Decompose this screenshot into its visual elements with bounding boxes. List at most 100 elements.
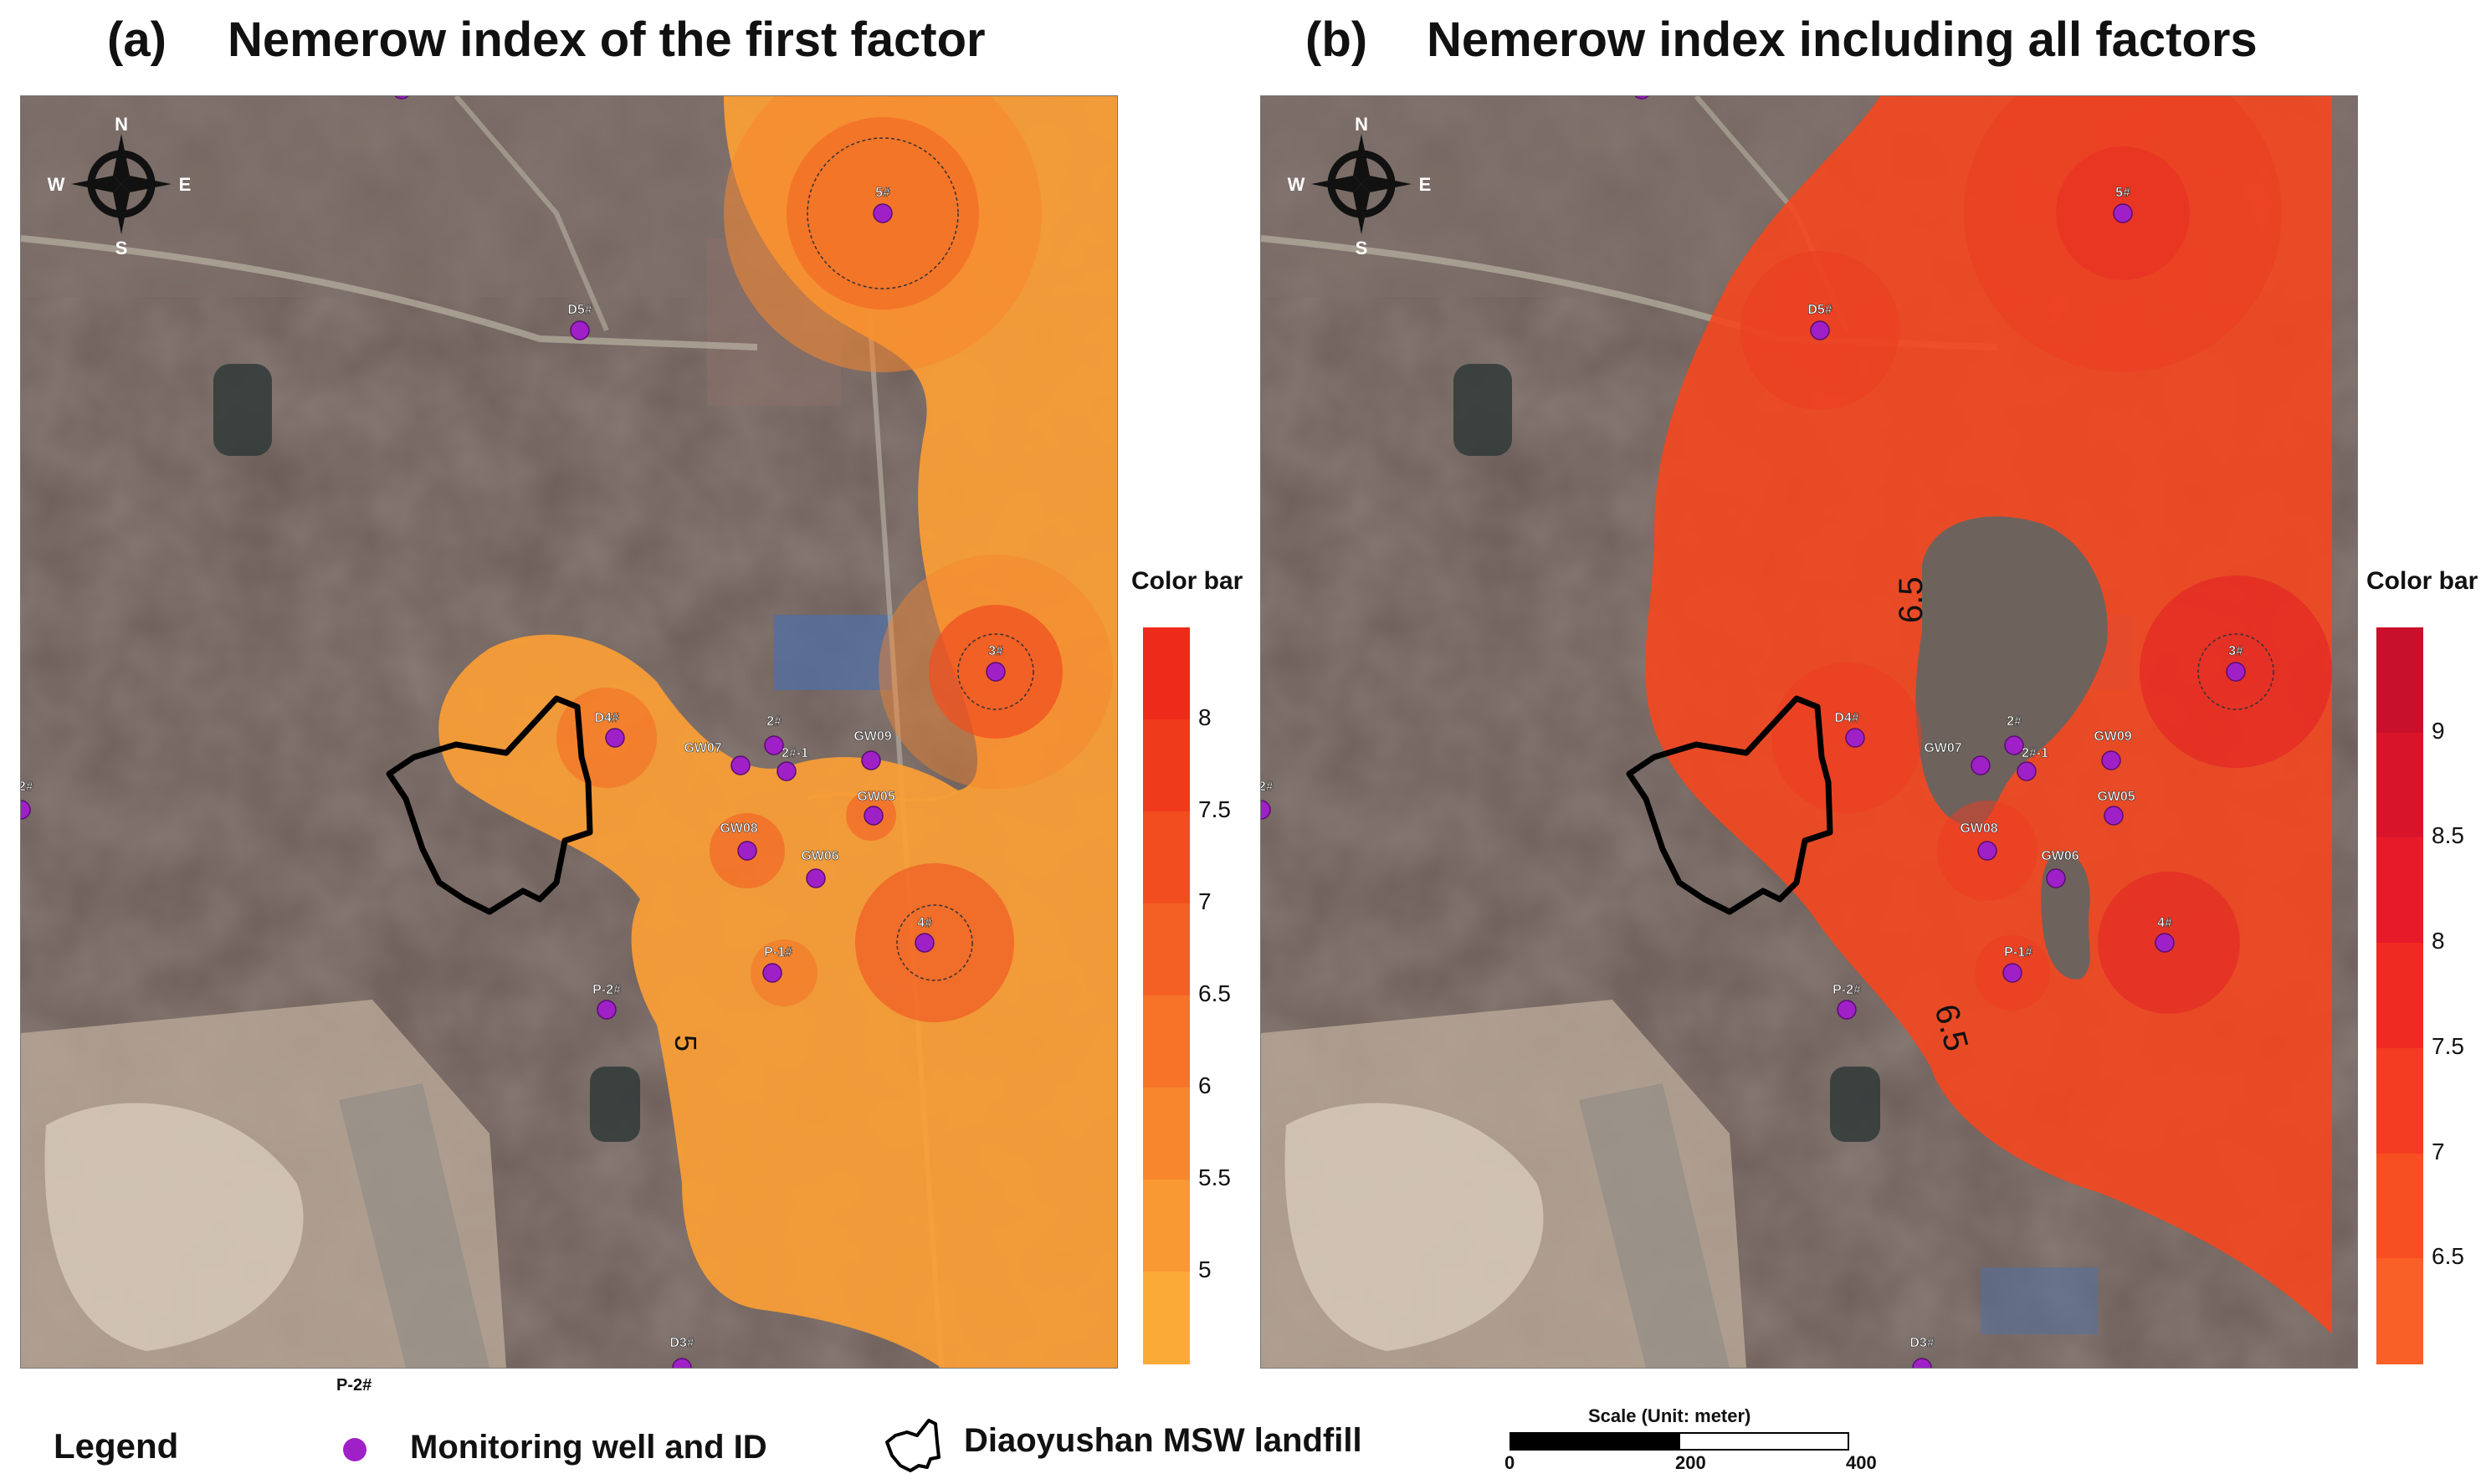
well-marker-21[interactable] <box>777 761 797 781</box>
well-marker-d4[interactable] <box>1845 728 1865 748</box>
contour-line-4 <box>896 904 973 981</box>
well-marker-2[interactable] <box>2004 735 2024 755</box>
well-label: D2# <box>21 780 33 794</box>
map-panel-a[interactable]: 5 N S E W 1# 5# D5# 3# D4# GW07 2#-1 2# GW09 GW05… <box>20 95 1118 1369</box>
well-label: GW08 <box>1960 821 1997 836</box>
well-label: P-1# <box>764 945 792 959</box>
well-label: D3# <box>669 1336 694 1350</box>
well-label: P-2# <box>592 983 621 997</box>
well-marker-d2[interactable] <box>1261 800 1271 820</box>
colorbar-tick-label: 7 <box>2432 1138 2445 1164</box>
legend-landfill-label: Diaoyushan MSW landfill <box>964 1422 1362 1459</box>
well-marker-gw09[interactable] <box>861 750 881 770</box>
contour-label-b1: 6.5 <box>1893 576 1930 623</box>
well-marker-gw06[interactable] <box>2046 868 2066 888</box>
colorbar-segment <box>1143 995 1190 1088</box>
well-marker-3[interactable] <box>2226 662 2246 682</box>
well-marker-p2[interactable] <box>1837 1000 1857 1020</box>
well-label: 2#-1 <box>2022 746 2048 760</box>
colorbar-b <box>2376 627 2423 1364</box>
colorbar-b-title: Color bar <box>2366 567 2478 595</box>
colorbar-segment <box>1143 903 1190 996</box>
well-marker-gw06[interactable] <box>806 868 826 888</box>
colorbar-a <box>1143 627 1190 1364</box>
colorbar-segment <box>1143 1272 1190 1364</box>
well-label: GW09 <box>2094 729 2131 744</box>
well-marker-d3[interactable] <box>672 1358 692 1368</box>
wells-b: 1# 5# D5# 3# D4# GW07 2#-1 2# GW09 GW05 GW08 GW06 4#… <box>1261 96 2246 1368</box>
colorbar-segment <box>1143 719 1190 812</box>
well-marker-d5[interactable] <box>1810 320 1830 340</box>
colorbar-segment <box>1143 627 1190 720</box>
well-marker-gw08[interactable] <box>737 841 757 861</box>
well-label: 1# <box>1634 96 1649 100</box>
well-label: 5# <box>875 186 890 200</box>
colorbar-tick-label: 6 <box>1198 1072 1212 1098</box>
compass-a: N S E W <box>48 114 192 258</box>
well-marker-d3[interactable] <box>1912 1358 1932 1368</box>
compass-e: E <box>179 174 192 195</box>
well-marker-gw05[interactable] <box>2104 806 2124 826</box>
legend-landfill-icon <box>885 1419 941 1472</box>
scale-tick-label: 200 <box>1675 1452 1706 1473</box>
wells-a: 1# 5# D5# 3# D4# GW07 2#-1 2# GW09 GW05 GW08 GW06 4#… <box>21 96 1006 1368</box>
well-marker-4[interactable] <box>915 933 935 953</box>
compass-n: N <box>1355 114 1368 135</box>
contour-hole-north <box>1915 516 2108 826</box>
colorbar-tick-label: 8.5 <box>2432 822 2464 849</box>
well-label: 2#-1 <box>782 746 808 760</box>
nemerow-contours-b <box>1645 96 2332 1334</box>
well-marker-21[interactable] <box>2017 761 2037 781</box>
contour-line-5 <box>807 137 959 289</box>
well-label: GW09 <box>853 729 891 744</box>
well-marker-gw08[interactable] <box>1977 841 1997 861</box>
well-marker-gw05[interactable] <box>864 806 884 826</box>
well-marker-p1[interactable] <box>762 963 782 983</box>
well-label: 2# <box>2007 714 2022 729</box>
well-marker-gw09[interactable] <box>2101 750 2121 770</box>
well-marker-gw07[interactable] <box>1971 755 1991 775</box>
well-label: 3# <box>988 644 1003 658</box>
panel-a-label: (a) <box>107 13 167 67</box>
colorbar-segment <box>2376 1047 2423 1154</box>
map-b-svg: 6.5 6.5 N S E W 1#5#D5#3#D4#GW072#-12#GW… <box>1261 96 2357 1368</box>
map-panel-b[interactable]: 6.5 6.5 N S E W 1#5#D5#3#D4#GW072#-12#GW… <box>1260 95 2358 1369</box>
well-marker-d5[interactable] <box>570 320 590 340</box>
colorbar-tick-label: 6.5 <box>2432 1243 2464 1270</box>
well-label: D3# <box>1909 1336 1934 1350</box>
well-label: P-2# <box>1832 983 1861 997</box>
well-label: GW06 <box>2041 849 2079 863</box>
compass-s: S <box>115 238 128 258</box>
well-marker-5[interactable] <box>2113 203 2133 223</box>
well-marker-3[interactable] <box>986 662 1006 682</box>
well-marker-5[interactable] <box>873 203 893 223</box>
colorbar-segment <box>1143 811 1190 904</box>
well-marker-1[interactable] <box>392 96 411 100</box>
colorbar-tick-label: 9 <box>2432 717 2445 744</box>
colorbar-tick-label: 5 <box>1198 1256 1212 1282</box>
well-marker-d4[interactable] <box>605 728 625 748</box>
well-label: 4# <box>917 916 932 930</box>
well-label: 5# <box>2115 186 2130 200</box>
well-marker-1[interactable] <box>1633 96 1651 100</box>
compass-w: W <box>48 174 65 195</box>
well-label: GW05 <box>857 790 894 804</box>
colorbar-segment <box>2376 837 2423 944</box>
colorbar-tick-label: 7.5 <box>1198 796 1231 822</box>
well-marker-d2[interactable] <box>21 800 31 820</box>
well-label: GW06 <box>801 849 838 863</box>
well-marker-2[interactable] <box>764 735 784 755</box>
well-label: D5# <box>1807 303 1832 317</box>
well-label: 4# <box>2157 916 2172 930</box>
compass-n: N <box>115 114 128 135</box>
well-marker-gw07[interactable] <box>730 755 751 775</box>
well-marker-4[interactable] <box>2155 933 2175 953</box>
panel-a-title: Nemerow index of the first factor <box>228 13 986 67</box>
well-label: GW07 <box>684 741 721 755</box>
well-label: D4# <box>594 711 618 725</box>
scale-tick-label: 400 <box>1846 1452 1877 1473</box>
well-marker-p2[interactable] <box>597 1000 617 1020</box>
legend-well-marker <box>343 1438 366 1461</box>
compass-b: N S E W <box>1288 114 1432 258</box>
well-marker-p1[interactable] <box>2002 963 2022 983</box>
